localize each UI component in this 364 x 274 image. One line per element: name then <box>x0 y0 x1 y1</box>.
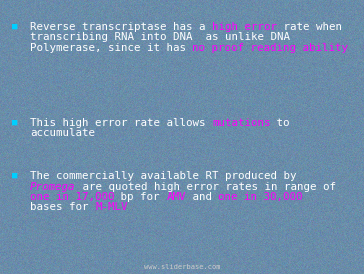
Text: one in 30,000: one in 30,000 <box>218 192 303 202</box>
Text: to: to <box>270 118 290 128</box>
Text: rate when: rate when <box>277 22 342 32</box>
Text: accumulate: accumulate <box>30 129 95 138</box>
Text: and: and <box>186 192 218 202</box>
Text: www.sliderbase.com: www.sliderbase.com <box>144 264 220 270</box>
Text: The commercially available RT produced by: The commercially available RT produced b… <box>30 171 297 181</box>
Text: high error: high error <box>212 22 277 32</box>
Text: bp for: bp for <box>115 192 166 202</box>
Text: transcribing RNA into DNA  as unlike DNA: transcribing RNA into DNA as unlike DNA <box>30 33 290 42</box>
Text: Polymerase, since it has: Polymerase, since it has <box>30 43 193 53</box>
Text: bases for: bases for <box>30 202 95 213</box>
Text: AMV: AMV <box>166 192 186 202</box>
Text: Reverse transcriptase has a: Reverse transcriptase has a <box>30 22 212 32</box>
Text: ■: ■ <box>12 118 17 127</box>
Text: M-MLV: M-MLV <box>95 202 127 213</box>
Text: This high error rate allows: This high error rate allows <box>30 118 212 128</box>
Text: one in 17,000: one in 17,000 <box>30 192 115 202</box>
Text: Promega: Promega <box>30 181 75 192</box>
Text: ■: ■ <box>12 22 17 31</box>
Text: mutations: mutations <box>212 118 270 128</box>
Text: ■: ■ <box>12 171 17 180</box>
Text: are quoted high error rates in range of: are quoted high error rates in range of <box>75 181 336 192</box>
Text: no proof reading ability: no proof reading ability <box>193 43 348 53</box>
